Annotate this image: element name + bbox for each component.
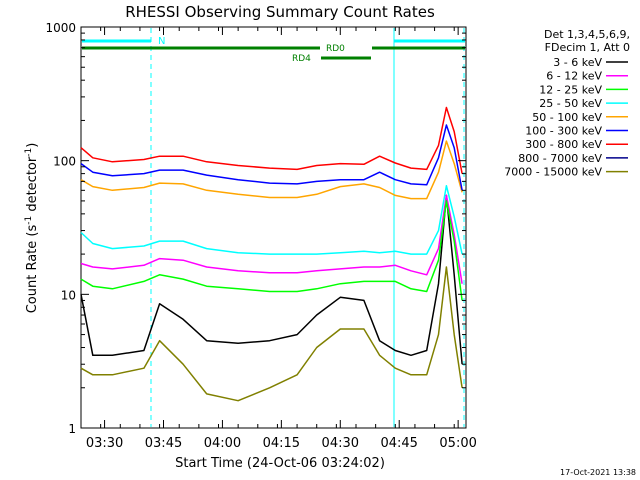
y-label-mid: detector — [25, 156, 40, 216]
y-tick-label: 1000 — [45, 21, 76, 35]
y-tick-label: 1 — [68, 422, 76, 436]
series-line-6 — [80, 106, 463, 174]
x-tick-label: 04:30 — [322, 436, 359, 451]
series-line-0 — [80, 194, 463, 365]
status-bars: N RD0 RD4 — [82, 36, 465, 64]
series-line-1 — [80, 194, 463, 284]
x-tick-label: 04:15 — [263, 436, 300, 451]
y-label-sup2: -1 — [24, 148, 34, 157]
y-label-sup1: -1 — [24, 216, 34, 225]
legend-header: Det 1,3,4,5,6,9, — [544, 28, 630, 41]
series-line-8 — [80, 266, 463, 402]
x-tick-label: 04:00 — [204, 436, 241, 451]
x-tick-label: 05:00 — [439, 436, 476, 451]
x-tick-label: 03:45 — [145, 436, 182, 451]
decimation-label: RD4 — [292, 54, 311, 64]
legend-entry-label: 100 - 300 keV — [525, 125, 602, 138]
series-layer — [80, 106, 463, 402]
legend-entry-label: 50 - 100 keV — [532, 111, 602, 124]
series-line-4 — [80, 140, 463, 200]
legend-entry-label: 6 - 12 keV — [546, 70, 602, 83]
x-axis-label: Start Time (24-Oct-06 03:24:02) — [175, 456, 385, 471]
decimation-label: RD0 — [326, 44, 345, 54]
y-axis-label: Count Rate (s-1 detector-1) — [24, 143, 40, 314]
axes-ticks: 03:30 03:45 04:00 04:15 04:30 04:45 05:00 1 10 10… — [45, 21, 476, 451]
x-tick-label: 04:45 — [380, 436, 417, 451]
legend-entry-label: 7000 - 15000 keV — [504, 166, 602, 179]
legend-entry-label: 300 - 800 keV — [525, 138, 602, 151]
time-marker-lines — [150, 28, 465, 427]
series-line-2 — [80, 200, 463, 301]
series-line-3 — [80, 184, 463, 255]
legend-entry-label: 25 - 50 keV — [539, 97, 602, 110]
attenuator-label: N — [158, 36, 165, 47]
legend-entry-label: 12 - 25 keV — [539, 83, 602, 96]
y-label-prefix: Count Rate (s — [25, 225, 40, 314]
legend: Det 1,3,4,5,6,9,FDecim 1, Att 0 3 - 6 keV… — [504, 28, 630, 179]
legend-entry-label: 800 - 7000 keV — [518, 152, 602, 165]
chart-title: RHESSI Observing Summary Count Rates — [125, 3, 435, 21]
y-tick-label: 10 — [61, 288, 76, 302]
legend-entry-label: 3 - 6 keV — [553, 56, 602, 69]
series-line-5 — [80, 124, 463, 191]
x-tick-label: 03:30 — [86, 436, 123, 451]
y-label-suffix: ) — [25, 143, 40, 148]
footer-timestamp: 17-Oct-2021 13:38 — [560, 468, 636, 477]
y-tick-label: 100 — [53, 155, 76, 169]
legend-header: FDecim 1, Att 0 — [545, 41, 630, 54]
plot-frame — [80, 26, 467, 429]
